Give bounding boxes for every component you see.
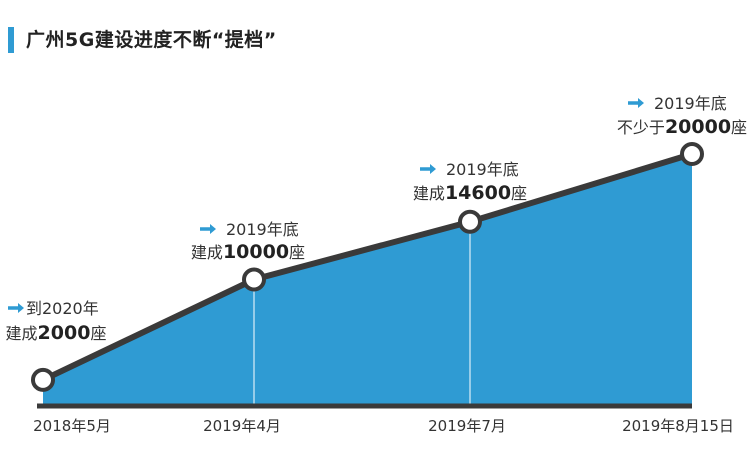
annotation-suffix: 座 <box>511 184 527 203</box>
annotation-number: 20000 <box>665 116 731 138</box>
arrow-right-icon <box>200 224 216 234</box>
x-tick-label: 2019年8月15日 <box>622 417 734 435</box>
data-point <box>31 367 55 392</box>
annotation-prefix: 建成 <box>6 324 38 343</box>
arrow-right-icon <box>420 164 436 174</box>
arrow-right-icon <box>8 303 24 313</box>
annotation-prefix: 建成 <box>191 243 223 262</box>
series-line <box>41 151 693 383</box>
annotation-line1: 2019年底 <box>654 94 727 113</box>
annotation-line2: 不少于20000座 <box>617 116 747 138</box>
annotation-line1: 到2020年 <box>26 299 99 318</box>
annotation-number: 2000 <box>38 322 91 344</box>
annotation-prefix: 不少于 <box>617 118 665 137</box>
annotation-line2: 建成10000座 <box>191 241 305 263</box>
annotation-prefix: 建成 <box>413 184 445 203</box>
chart-title: 广州5G建设进度不断“提档” <box>26 29 277 51</box>
annotation-number: 14600 <box>445 182 511 204</box>
annotation-line1: 2019年底 <box>226 220 299 239</box>
x-tick-label: 2019年4月 <box>203 417 281 435</box>
x-tick-label: 2018年5月 <box>33 417 111 435</box>
annotation-line2: 建成2000座 <box>6 322 107 344</box>
data-point <box>458 209 482 234</box>
title-accent-bar <box>8 27 14 53</box>
x-tick-label: 2019年7月 <box>428 417 506 435</box>
arrow-right-icon <box>628 98 644 108</box>
data-point <box>680 142 704 166</box>
annotation-suffix: 座 <box>289 243 305 262</box>
annotation-line2: 建成14600座 <box>413 182 527 204</box>
annotation-number: 10000 <box>223 241 289 263</box>
annotation-suffix: 座 <box>731 118 747 137</box>
annotation-suffix: 座 <box>90 324 106 343</box>
data-point <box>242 267 266 292</box>
annotation-line1: 2019年底 <box>446 160 519 179</box>
area-fill <box>43 154 692 405</box>
